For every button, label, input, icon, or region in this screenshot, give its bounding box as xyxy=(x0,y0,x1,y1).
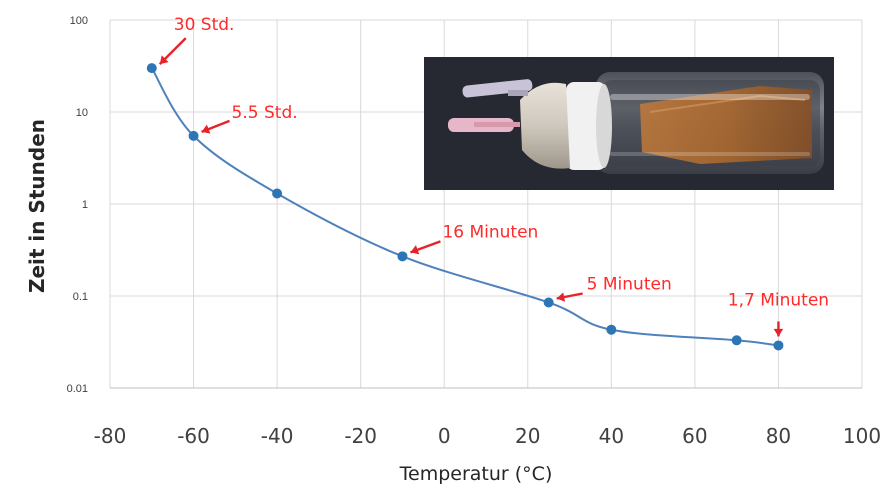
x-tick-label: -20 xyxy=(344,424,377,448)
x-tick-label: 60 xyxy=(682,424,707,448)
x-tick-label: -60 xyxy=(177,424,210,448)
data-point xyxy=(773,340,784,351)
y-tick-label: 100 xyxy=(70,15,88,27)
data-point xyxy=(397,251,408,262)
annotations: 30 Std. 5.5 Std. 16 Minuten 5 Minuten 1,7 Mi… xyxy=(158,15,829,337)
annotation-arrowhead xyxy=(201,124,211,134)
data-point xyxy=(188,130,199,141)
x-tick-label: -80 xyxy=(94,424,127,448)
annotation-label: 16 Minuten xyxy=(442,222,538,242)
annotation-arrowhead xyxy=(773,328,784,337)
data-point xyxy=(146,63,157,74)
y-tick-label: 10 xyxy=(76,107,88,119)
x-tick-label: -40 xyxy=(261,424,294,448)
vial-photo xyxy=(424,57,834,190)
axes: -80 -60 -40 -20 0 20 40 60 80 100 100 10 1 0.1 0.01 xyxy=(67,15,882,448)
data-point xyxy=(731,335,742,346)
annotation-arrowhead xyxy=(410,245,420,255)
data-point xyxy=(543,297,554,308)
trend-curve xyxy=(150,67,779,347)
annotation-arrowhead xyxy=(159,55,169,65)
annotation-label: 30 Std. xyxy=(174,15,235,35)
y-tick-label: 1 xyxy=(82,199,88,211)
annotation-arrowhead xyxy=(556,292,566,302)
x-tick-label: 20 xyxy=(515,424,540,448)
y-tick-label: 0.1 xyxy=(73,291,88,303)
annotation-label: 5.5 Std. xyxy=(232,103,298,123)
x-tick-label: 80 xyxy=(766,424,791,448)
y-axis-label: Zeit in Stunden xyxy=(25,119,49,293)
annotation-label: 1,7 Minuten xyxy=(728,290,829,310)
x-axis-label: Temperatur (°C) xyxy=(399,463,553,485)
series xyxy=(146,63,784,351)
x-tick-label: 0 xyxy=(438,424,451,448)
data-point xyxy=(272,188,283,199)
x-tick-label: 40 xyxy=(599,424,624,448)
x-tick-label: 100 xyxy=(843,424,881,448)
annotation-label: 5 Minuten xyxy=(587,274,672,294)
data-point xyxy=(606,324,617,335)
y-tick-label: 0.01 xyxy=(67,383,88,395)
